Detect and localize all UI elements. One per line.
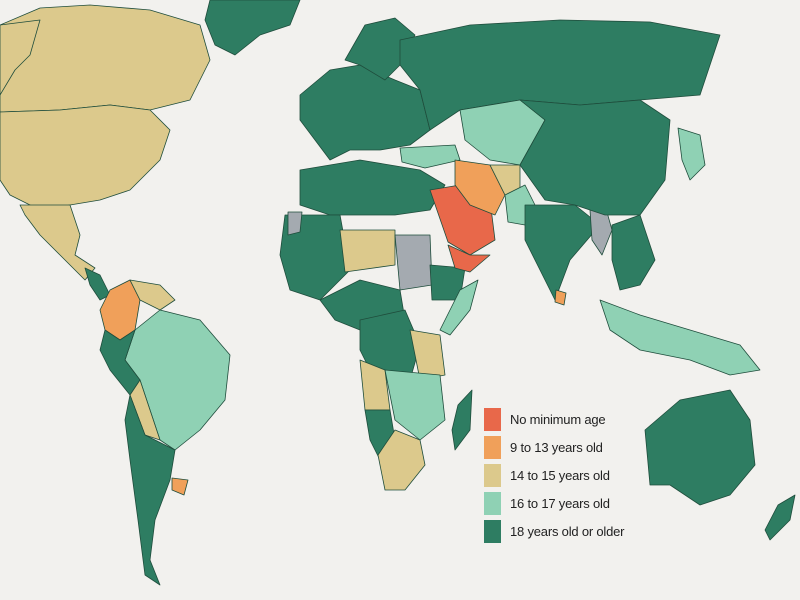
map-legend: No minimum age 9 to 13 years old 14 to 1… xyxy=(484,405,625,545)
australia xyxy=(644,389,756,506)
mauritania xyxy=(287,211,303,236)
mexico xyxy=(19,204,96,281)
greenland xyxy=(204,0,301,56)
legend-item-18-or-older: 18 years old or older xyxy=(484,517,625,545)
north-africa xyxy=(299,159,446,216)
niger-chad xyxy=(339,229,396,273)
legend-label-no-minimum-age: No minimum age xyxy=(510,411,606,427)
madagascar xyxy=(451,389,473,451)
legend-item-no-minimum-age: No minimum age xyxy=(484,405,624,433)
southeast-asia xyxy=(611,214,656,291)
alaska xyxy=(0,19,41,96)
legend-swatch-9-to-13 xyxy=(484,435,501,459)
legend-label-16-to-17: 16 to 17 years old xyxy=(510,495,610,511)
japan xyxy=(677,127,706,181)
usa xyxy=(0,104,171,211)
bolivia xyxy=(129,379,161,441)
sri-lanka xyxy=(554,289,567,306)
new-zealand xyxy=(764,494,796,541)
legend-item-9-to-13: 9 to 13 years old xyxy=(484,433,624,461)
legend-item-14-to-15: 14 to 15 years old xyxy=(484,461,624,489)
central-america xyxy=(84,267,111,301)
yemen xyxy=(447,244,491,273)
somalia xyxy=(439,279,479,336)
legend-label-18-or-older: 18 years old or older xyxy=(510,523,625,539)
uruguay xyxy=(171,477,189,496)
tanzania xyxy=(409,329,446,381)
india xyxy=(524,204,601,301)
legend-swatch-no-minimum-age xyxy=(484,407,501,431)
legend-label-14-to-15: 14 to 15 years old xyxy=(510,467,610,483)
venezuela xyxy=(129,279,176,311)
legend-swatch-16-to-17 xyxy=(484,491,501,515)
argentina-chile xyxy=(124,394,176,586)
legend-item-16-to-17: 16 to 17 years old xyxy=(484,489,624,517)
indonesia xyxy=(599,299,761,376)
china-mongolia xyxy=(519,99,671,216)
south-africa xyxy=(377,429,426,491)
legend-swatch-14-to-15 xyxy=(484,463,501,487)
europe xyxy=(299,64,431,161)
zambia-mozambique xyxy=(384,369,446,441)
legend-swatch-18-or-older xyxy=(484,519,501,543)
turkey xyxy=(399,144,461,169)
sudan xyxy=(394,234,433,291)
legend-label-9-to-13: 9 to 13 years old xyxy=(510,439,603,455)
